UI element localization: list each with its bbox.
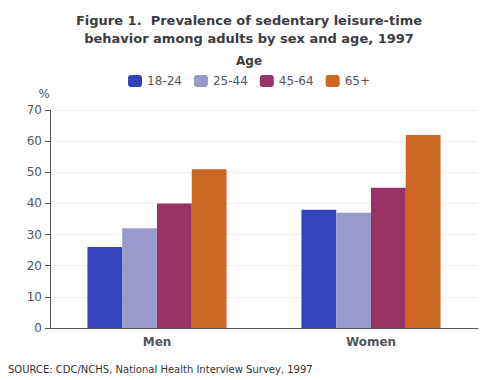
svg-text:45-64: 45-64 (279, 74, 314, 88)
svg-text:Men: Men (143, 335, 172, 349)
svg-text:40: 40 (27, 196, 42, 210)
svg-text:18-24: 18-24 (147, 74, 182, 88)
svg-text:SOURCE: CDC/NCHS, National Hea: SOURCE: CDC/NCHS, National Health Interv… (8, 364, 313, 375)
svg-text:%: % (39, 87, 50, 101)
svg-text:20: 20 (27, 259, 42, 273)
svg-text:30: 30 (27, 228, 42, 242)
svg-text:65+: 65+ (345, 74, 370, 88)
svg-text:Figure 1. Prevalence of seden: Figure 1. Prevalence of sedentary leisur… (76, 13, 422, 28)
svg-text:behavior among adults by sex a: behavior among adults by sex and age, 19… (84, 31, 414, 46)
svg-text:10: 10 (27, 290, 42, 304)
svg-text:60: 60 (27, 134, 42, 148)
svg-text:70: 70 (27, 103, 42, 117)
svg-text:Age: Age (236, 54, 262, 68)
svg-text:0: 0 (34, 321, 42, 335)
svg-text:50: 50 (27, 165, 42, 179)
svg-text:25-44: 25-44 (213, 74, 248, 88)
svg-text:Women: Women (346, 335, 396, 349)
